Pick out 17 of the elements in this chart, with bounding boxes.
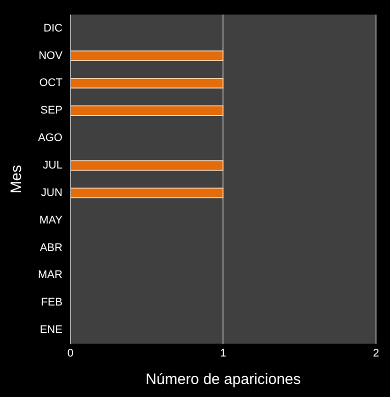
y-axis-title: Mes: [8, 165, 26, 194]
y-tick-label: FEB: [41, 296, 62, 309]
y-tick-label: OCT: [39, 77, 63, 90]
y-tick-label: SEP: [40, 104, 62, 117]
x-tick-label: 1: [220, 347, 226, 360]
x-tick-label: 2: [372, 347, 380, 360]
y-tick-label: JUN: [41, 186, 62, 199]
y-tick-label: DIC: [43, 22, 62, 34]
y-tick-label: NOV: [38, 50, 64, 62]
y-tick-label: MAR: [38, 269, 62, 282]
y-tick-label: ABR: [40, 242, 62, 254]
y-tick-label: JUL: [42, 160, 62, 172]
x-axis-title: Número de apariciones: [146, 371, 301, 388]
y-tick-label: ENE: [40, 324, 62, 336]
y-tick-label: AGO: [38, 132, 63, 144]
x-tick-label: 0: [67, 347, 74, 360]
y-tick-label: MAY: [39, 214, 64, 226]
